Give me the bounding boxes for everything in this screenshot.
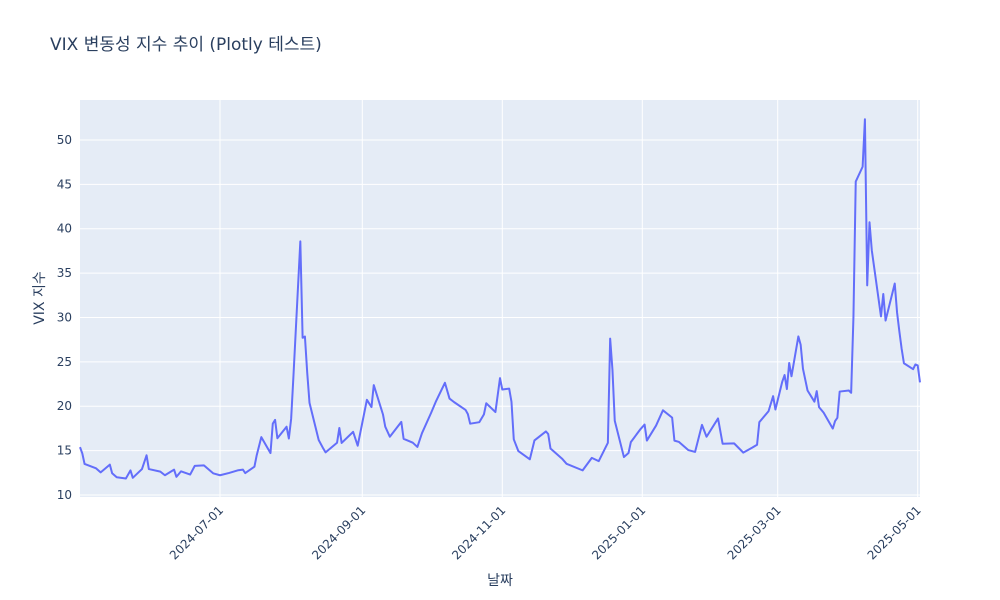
y-tick-label: 40 bbox=[57, 222, 72, 236]
y-tick-label: 50 bbox=[57, 133, 72, 147]
plot-area bbox=[80, 100, 920, 497]
y-tick-label: 15 bbox=[57, 444, 72, 458]
marks bbox=[79, 118, 921, 480]
x-axis-title: 날짜 bbox=[487, 573, 513, 589]
grid bbox=[80, 100, 920, 497]
x-tick-label: 2024-09-01 bbox=[309, 503, 368, 562]
y-tick-label: 35 bbox=[57, 266, 72, 280]
x-tick-label: 2025-05-01 bbox=[865, 503, 924, 562]
y-tick-label: 45 bbox=[57, 177, 72, 191]
y-tick-label: 10 bbox=[57, 488, 72, 502]
y-tick-label: 25 bbox=[57, 355, 72, 369]
y-tick-label: 20 bbox=[57, 399, 72, 413]
x-tick-label: 2025-01-01 bbox=[589, 503, 648, 562]
y-tick-label: 30 bbox=[57, 310, 72, 324]
x-tick-label: 2024-11-01 bbox=[449, 503, 508, 562]
y-axis-title: VIX 지수 bbox=[32, 271, 48, 325]
x-tick-label: 2025-03-01 bbox=[725, 503, 784, 562]
chart-title: VIX 변동성 지수 추이 (Plotly 테스트) bbox=[50, 35, 322, 55]
line-series bbox=[79, 118, 921, 480]
x-tick-label: 2024-07-01 bbox=[167, 503, 226, 562]
